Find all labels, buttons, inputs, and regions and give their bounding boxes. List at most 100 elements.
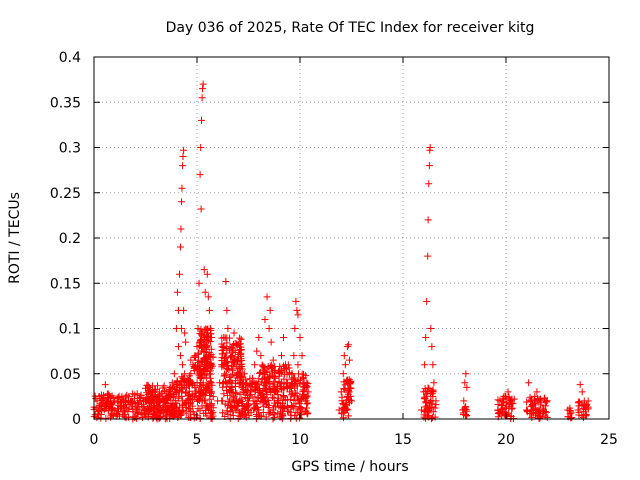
data-point — [123, 401, 131, 409]
x-tick-labels: 0 5 10 15 20 25 — [90, 432, 618, 448]
data-point — [425, 180, 433, 188]
data-point — [292, 389, 300, 397]
data-point — [201, 341, 209, 349]
data-point — [281, 402, 289, 410]
data-point — [207, 388, 215, 396]
data-point — [129, 408, 137, 416]
data-point — [287, 401, 295, 409]
data-point — [201, 397, 209, 405]
data-point — [177, 243, 185, 251]
data-point — [265, 325, 273, 332]
data-point — [145, 387, 153, 395]
data-point — [300, 391, 308, 399]
data-point — [574, 399, 582, 407]
data-point — [197, 374, 205, 382]
data-point — [114, 393, 122, 401]
data-point — [168, 379, 176, 387]
data-point — [150, 401, 158, 409]
data-point — [279, 412, 287, 420]
data-point — [199, 80, 207, 88]
data-point — [197, 342, 205, 350]
data-point — [228, 352, 236, 360]
data-point — [257, 397, 265, 405]
data-point — [345, 356, 353, 364]
y-tick-label: 0.2 — [59, 231, 81, 247]
data-point — [575, 398, 583, 406]
data-point — [523, 406, 531, 414]
data-point — [179, 374, 187, 382]
data-point — [247, 409, 255, 417]
data-point — [288, 376, 296, 384]
data-point — [108, 392, 116, 400]
data-point — [196, 365, 204, 373]
data-point — [221, 377, 229, 385]
data-point — [427, 325, 435, 332]
data-point — [290, 352, 298, 360]
data-point — [179, 385, 187, 393]
data-point — [288, 370, 296, 378]
data-point — [167, 390, 175, 398]
data-point — [106, 401, 114, 409]
data-point — [429, 361, 437, 369]
data-point — [152, 397, 160, 405]
y-tick-label: 0.3 — [59, 141, 81, 157]
data-point — [187, 399, 195, 407]
data-point — [226, 414, 234, 422]
data-point — [284, 379, 292, 387]
data-point — [282, 364, 290, 372]
data-point — [298, 352, 306, 360]
data-point — [581, 402, 589, 410]
data-point — [344, 341, 352, 349]
data-point — [170, 370, 178, 378]
data-point — [290, 380, 298, 388]
data-point — [296, 406, 304, 414]
data-point — [177, 225, 185, 233]
data-point — [502, 399, 510, 407]
data-point — [154, 392, 162, 400]
data-point — [195, 365, 203, 373]
x-tick-label: 0 — [90, 432, 99, 448]
data-point — [193, 397, 201, 405]
data-point — [523, 398, 531, 406]
data-point — [265, 401, 273, 409]
data-point — [109, 411, 117, 419]
data-point — [159, 384, 167, 392]
y-tick-label: 0.1 — [59, 322, 81, 338]
data-point — [286, 395, 294, 403]
data-point — [178, 198, 186, 206]
data-point — [238, 383, 246, 391]
data-point — [220, 370, 228, 378]
data-point — [219, 383, 227, 391]
grid-lines — [94, 57, 609, 419]
data-point — [266, 306, 274, 314]
data-point — [259, 362, 267, 370]
x-tick-label: 10 — [291, 432, 309, 448]
data-point — [339, 414, 347, 422]
data-point — [218, 361, 226, 369]
y-tick-label: 0 — [72, 412, 81, 428]
data-point — [160, 409, 168, 417]
data-point — [422, 334, 430, 342]
data-point — [423, 297, 431, 305]
chart-title: Day 036 of 2025, Rate Of TEC Index for r… — [166, 20, 535, 36]
data-point — [508, 404, 516, 412]
y-tick-labels: 0 0.05 0.1 0.15 0.2 0.25 0.3 0.35 0.4 — [50, 50, 81, 428]
data-point — [179, 397, 187, 405]
data-point — [131, 402, 139, 410]
data-point — [223, 392, 231, 400]
data-point — [230, 392, 238, 400]
data-point — [148, 395, 156, 403]
data-point — [220, 334, 228, 342]
data-point — [300, 379, 308, 387]
data-point — [270, 378, 278, 386]
data-point — [528, 413, 536, 421]
data-point — [275, 370, 283, 378]
data-point — [303, 392, 311, 400]
data-point — [154, 407, 162, 415]
data-point — [107, 393, 115, 401]
data-point — [175, 388, 183, 396]
data-point — [296, 396, 304, 404]
data-point — [226, 396, 234, 404]
data-point — [299, 375, 307, 383]
data-point — [267, 389, 275, 397]
